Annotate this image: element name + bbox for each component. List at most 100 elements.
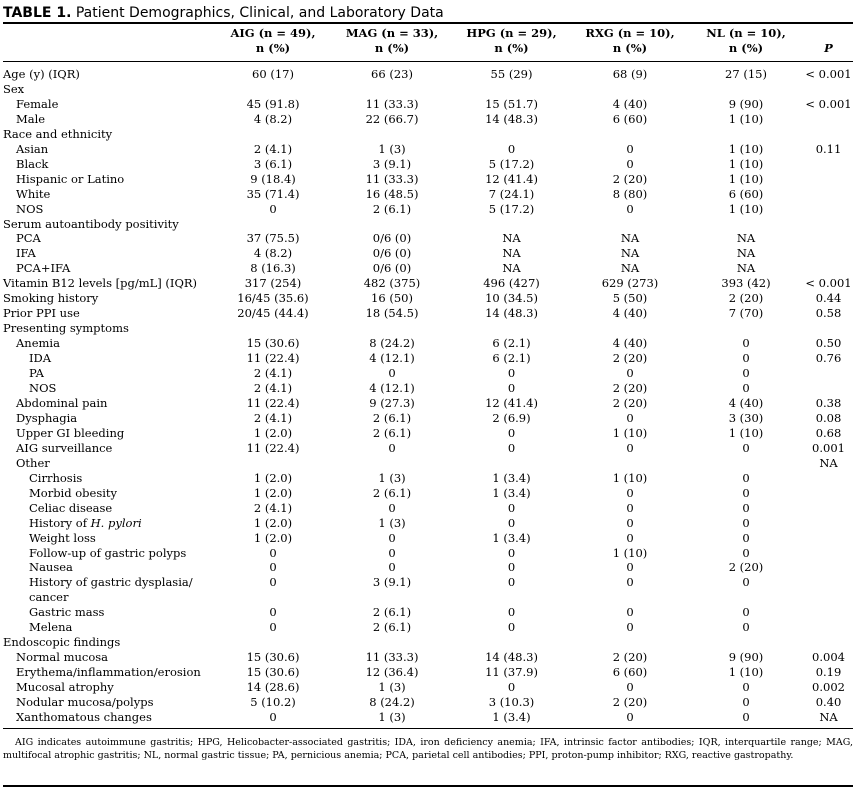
value-cell: 2 (20) — [612, 650, 648, 665]
bottom-rule — [3, 728, 853, 729]
value-cell: 4 (40) — [612, 336, 648, 351]
demographics-table: AIG (n = 49), n (%) MAG (n = 33), n (%) HP… — [3, 24, 853, 725]
value-cell: 0 — [626, 440, 634, 455]
p-value-cell — [804, 82, 853, 97]
value-cell: NA — [736, 246, 756, 261]
value-cell: 0 — [388, 560, 396, 575]
value-cell — [451, 321, 572, 336]
value-cell: 1 (3) — [378, 515, 406, 530]
value-cell: 66 (23) — [371, 67, 413, 81]
row-label: Celiac disease — [29, 500, 113, 515]
row-label: History of H. pylori — [29, 515, 142, 530]
row-label: Sex — [3, 81, 25, 96]
value-cell: 11 (22.4) — [246, 351, 300, 366]
value-cell — [451, 456, 572, 471]
value-cell: 14 (48.3) — [485, 111, 538, 126]
value-cell: 2 (20) — [612, 171, 648, 186]
table-row: Sex — [3, 82, 853, 97]
value-cell: 0 — [742, 695, 750, 710]
value-cell: 18 (54.5) — [365, 306, 419, 321]
row-label: PA — [29, 366, 44, 381]
table-row: IDA 11 (22.4) 4 (12.1) 6 (2.1) 2 (20) 0 0.76 — [3, 351, 853, 366]
row-label: Xanthomatous changes — [16, 709, 152, 724]
row-label: Weight loss — [29, 530, 96, 545]
table-row: White 35 (71.4) 16 (48.5) 7 (24.1) 8 (80) 6 (… — [3, 187, 853, 202]
value-cell: 393 (42) — [721, 276, 771, 291]
p-value-cell: 0.004 — [812, 650, 845, 665]
p-value-cell — [804, 157, 853, 172]
header-row: AIG (n = 49), n (%) MAG (n = 33), n (%) HP… — [3, 24, 853, 62]
value-cell — [451, 217, 572, 232]
table-row: Race and ethnicity — [3, 127, 853, 142]
value-cell — [333, 590, 451, 605]
value-cell — [688, 82, 804, 97]
value-cell: 0 — [742, 530, 750, 545]
p-value-cell — [804, 172, 853, 187]
value-cell: 1 (3.4) — [492, 530, 531, 545]
value-cell: 0 — [626, 485, 634, 500]
value-cell: 7 (70) — [728, 306, 764, 321]
p-value-cell — [804, 231, 853, 246]
table-row: History of gastric dysplasia/0 3 (9.1) 0 0 0 — [3, 575, 853, 590]
value-cell: 8 (24.2) — [369, 695, 415, 710]
value-cell: 22 (66.7) — [365, 111, 419, 126]
value-cell: 1 (3) — [378, 709, 406, 724]
value-cell: 1 (10) — [728, 425, 764, 440]
value-cell: 3 (30) — [728, 410, 764, 425]
row-label: Dysphagia — [16, 410, 78, 425]
row-label: Upper GI bleeding — [16, 425, 125, 440]
value-cell: 0 — [269, 709, 277, 724]
row-label: Female — [16, 96, 59, 111]
value-cell: 2 (6.1) — [372, 605, 412, 620]
value-cell: 0 — [742, 709, 750, 724]
value-cell: 2 (20) — [612, 351, 648, 366]
table-row: History of H. pylori 1 (2.0) 1 (3) 0 0 0 — [3, 516, 853, 531]
value-cell: 2 (20) — [728, 291, 764, 306]
value-cell: 7 (24.1) — [488, 186, 535, 201]
row-label: Abdominal pain — [16, 395, 108, 410]
value-cell: 4 (8.2) — [253, 246, 293, 261]
footer-rule — [3, 785, 853, 787]
top-rule — [3, 22, 853, 24]
value-cell: 0 — [388, 366, 396, 381]
p-value-cell: 0.58 — [815, 306, 842, 321]
p-value-cell — [804, 381, 853, 396]
value-cell: 9 (27.3) — [369, 395, 415, 410]
value-cell — [333, 456, 451, 471]
value-cell: 0 — [742, 680, 750, 695]
value-cell: 317 (254) — [244, 276, 302, 291]
row-label: NOS — [16, 201, 44, 216]
value-cell: 2 (6.1) — [372, 425, 412, 440]
value-cell: 1 (2.0) — [253, 425, 293, 440]
p-value-cell: 0.11 — [815, 141, 842, 156]
p-value-cell — [804, 590, 853, 605]
table-row: Follow-up of gastric polyps 0 0 0 1 (10) 0 — [3, 546, 853, 561]
row-label: History of gastric dysplasia/ — [29, 575, 193, 590]
value-cell: 0 — [626, 680, 634, 695]
value-cell: 0 — [626, 605, 634, 620]
table-row: Asian 2 (4.1) 1 (3) 0 0 1 (10) 0.11 — [3, 142, 853, 157]
value-cell: 0 — [388, 440, 396, 455]
p-value-cell: 0.19 — [815, 665, 842, 680]
value-cell: 0 — [742, 605, 750, 620]
p-value-cell — [804, 246, 853, 261]
p-value-cell: NA — [819, 455, 838, 470]
value-cell: 0 — [626, 156, 634, 171]
p-value-cell: < 0.001 — [805, 276, 852, 291]
value-cell: 15 (30.6) — [246, 665, 300, 680]
value-cell: NA — [620, 261, 640, 276]
value-cell: 12 (41.4) — [485, 395, 538, 410]
value-cell: 0 — [742, 545, 750, 560]
value-cell: 0 — [626, 366, 634, 381]
value-cell: 45 (91.8) — [246, 96, 300, 111]
value-cell: NA — [502, 246, 521, 261]
row-label: Hispanic or Latino — [16, 171, 125, 186]
p-value-cell — [804, 516, 853, 531]
row-label: IDA — [29, 351, 52, 366]
value-cell: 11 (33.3) — [365, 650, 419, 665]
value-cell: 629 (273) — [601, 276, 659, 291]
value-cell: 0 — [742, 575, 750, 590]
table-row: Prior PPI use 20/45 (44.4) 18 (54.5) 14 (48… — [3, 306, 853, 321]
p-value-cell — [804, 321, 853, 336]
table-row: Melena 0 2 (6.1) 0 0 0 — [3, 620, 853, 635]
